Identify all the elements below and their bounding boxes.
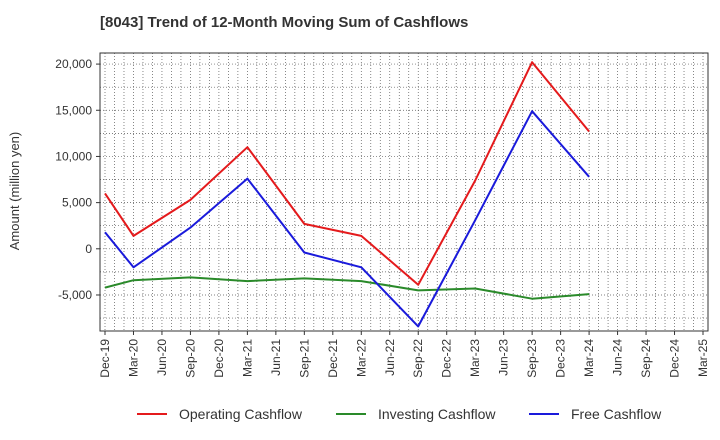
y-tick-label: 0 [85, 242, 92, 256]
x-tick-label: Sep-23 [525, 339, 539, 378]
x-tick-label: Mar-23 [468, 339, 482, 377]
x-tick-label: Dec-24 [668, 339, 682, 378]
x-tick-label: Jun-24 [611, 339, 625, 376]
free-cashflow-line [104, 110, 590, 328]
x-tick-label: Mar-21 [240, 339, 254, 377]
x-tick-label: Dec-20 [212, 339, 226, 378]
y-tick-label: 5,000 [62, 196, 92, 210]
y-axis: -5,000 0 5,000 10,000 15,000 20,000 [55, 57, 100, 302]
x-tick-label: Mar-20 [126, 339, 140, 377]
free-cashflow-legend-label: Free Cashflow [571, 406, 662, 422]
x-axis: Dec-19 Mar-20 Jun-20 Sep-20 Dec-20 Mar-21 Jun-… [98, 331, 710, 378]
investing-cashflow-legend-label: Investing Cashflow [378, 406, 496, 422]
operating-cashflow-legend-label: Operating Cashflow [179, 406, 303, 422]
x-tick-label: Jun-20 [155, 339, 169, 376]
plot-frame [99, 52, 709, 332]
x-tick-label: Jun-22 [383, 339, 397, 376]
grid-layer [100, 53, 708, 331]
y-axis-title: Amount (million yen) [7, 132, 22, 251]
x-tick-label: Dec-23 [554, 339, 568, 378]
y-tick-label: 15,000 [55, 103, 92, 117]
x-tick-label: Sep-21 [297, 339, 311, 378]
x-tick-label: Dec-22 [440, 339, 454, 378]
x-tick-label: Sep-20 [183, 339, 197, 378]
legend: Operating Cashflow Investing Cashflow Free… [137, 406, 662, 422]
y-tick-label: -5,000 [58, 288, 92, 302]
chart-title: [8043] Trend of 12-Month Moving Sum of C… [100, 14, 469, 31]
series-layer [104, 61, 590, 328]
x-tick-label: Mar-24 [582, 339, 596, 377]
x-tick-label: Sep-22 [411, 339, 425, 378]
x-tick-label: Mar-22 [354, 339, 368, 377]
x-tick-label: Sep-24 [639, 339, 653, 378]
x-tick-label: Mar-25 [696, 339, 710, 377]
x-tick-label: Jun-23 [497, 339, 511, 376]
y-tick-label: 20,000 [55, 57, 92, 71]
x-tick-label: Dec-21 [326, 339, 340, 378]
x-tick-label: Dec-19 [98, 339, 112, 378]
y-tick-label: 10,000 [55, 149, 92, 163]
investing-cashflow-line [104, 276, 590, 300]
operating-cashflow-line [104, 61, 590, 286]
x-tick-label: Jun-21 [269, 339, 283, 376]
